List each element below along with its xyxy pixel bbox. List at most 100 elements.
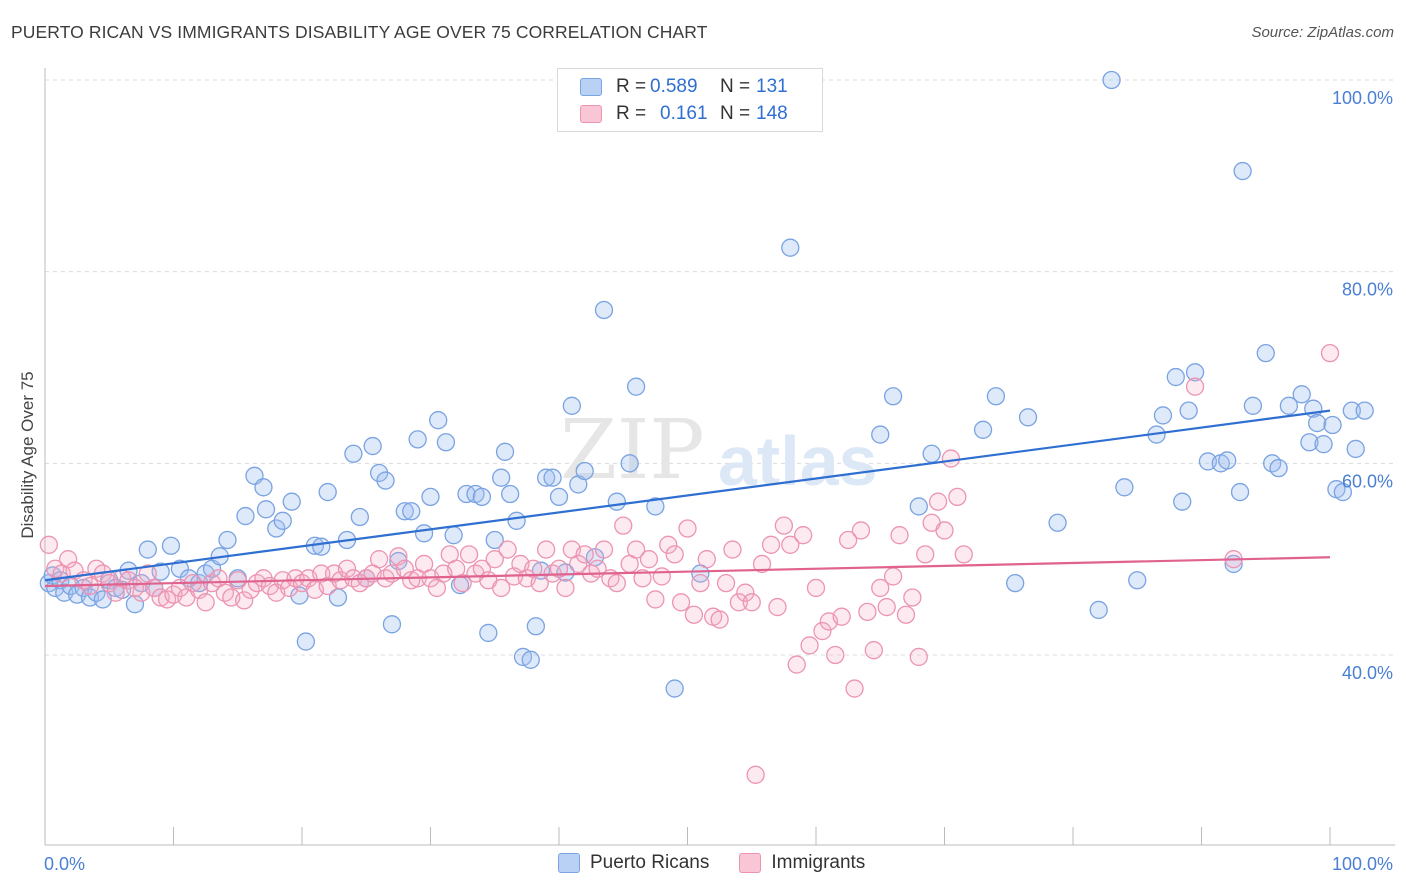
immigrant-point [39,535,59,554]
immigrant-point [746,765,765,784]
legend-r-value: 0.589 [650,76,698,97]
immigrant-point [402,571,421,590]
y-tick-label: 60.0% [1342,471,1393,491]
puerto-rican-point [1333,482,1352,502]
puerto-rican-point [1115,478,1134,497]
puerto-rican-point [1308,413,1327,433]
legend-swatch-blue [580,78,602,96]
legend-label: Puerto Ricans [590,852,710,873]
puerto-rican-point [495,442,515,461]
immigrant-point [871,578,890,598]
x-tick-label: 100.0% [1332,854,1393,874]
immigrant-point [684,605,704,624]
legend-item-immigrants[interactable]: Immigrants [739,852,865,874]
legend-n-value: 148 [756,103,788,124]
puerto-rican-point [781,238,800,257]
immigrant-point [909,647,928,667]
puerto-rican-point [296,632,316,651]
immigrant-point [337,559,357,578]
immigrant-point [710,610,729,629]
puerto-rican-point [922,444,941,463]
x-tick-label: 0.0% [44,854,85,874]
immigrant-point [196,593,215,612]
puerto-rican-point [376,471,395,490]
legend-swatch-blue [558,853,580,873]
axes [44,68,1395,846]
chart-title: PUERTO RICAN VS IMMIGRANTS DISABILITY AG… [11,22,708,42]
immigrant-point [569,554,588,574]
immigrant-point [761,535,781,554]
puerto-rican-point [575,461,594,481]
immigrant-point [806,578,826,598]
legend-n-label: N = [720,76,751,97]
puerto-rican-point [594,300,614,320]
puerto-rican-point [429,411,448,430]
puerto-rican-point [1346,439,1365,459]
immigrant-point [845,679,864,698]
legend-swatch-pink [580,105,602,123]
puerto-rican-point [1179,401,1198,420]
source-label: Source: ZipAtlas.com [1251,24,1394,41]
tick-labels: 100.0% 80.0% 60.0% 40.0% 0.0% 100.0% [44,88,1393,874]
y-tick-label: 40.0% [1342,663,1393,683]
immigrant-point [736,583,755,602]
immigrant-point [614,516,633,535]
puerto-rican-trend-line [44,409,1331,582]
puerto-rican-point [161,536,181,555]
immigrant-point [626,540,646,559]
puerto-rican-point [436,433,456,452]
puerto-rican-point [1185,363,1205,382]
puerto-rican-point [501,484,520,504]
immigrant-point [659,535,678,554]
immigrant-point [556,578,575,598]
immigrant-point [903,588,922,607]
puerto-rican-point [282,492,301,511]
immigrant-point [768,597,787,617]
puerto-rican-point [318,482,337,502]
puerto-rican-point [363,436,382,456]
puerto-rican-point [1166,367,1185,387]
legend-n-value: 131 [756,76,788,97]
immigrant-point [1320,343,1340,363]
puerto-rican-point [125,595,145,614]
puerto-rican-point [350,507,369,527]
legend-item-puerto-ricans[interactable]: Puerto Ricans [558,852,709,874]
immigrant-point [838,530,858,550]
immigrant-point [723,540,742,559]
puerto-rican-point [138,540,157,559]
puerto-rican-point [254,478,273,497]
puerto-rican-point [492,468,511,487]
puerto-rican-point [1230,482,1250,502]
immigrant-point [697,550,716,569]
puerto-rican-point [526,617,546,636]
legend-label: Immigrants [771,852,866,873]
puerto-rican-point [1269,458,1288,478]
puerto-rican-point [1300,433,1319,452]
immigrant-point [575,545,594,564]
immigrant-point [896,605,916,624]
y-axis-label: Disability Age Over 75 [18,371,37,538]
y-tick-label: 100.0% [1332,88,1393,108]
immigrant-point [729,593,749,612]
puerto-rican-point [1323,415,1342,435]
puerto-rican-point [382,615,402,634]
legend-swatch-pink [739,853,762,873]
puerto-rican-point [1355,401,1374,420]
immigrant-point [851,521,871,540]
immigrant-point [752,554,772,574]
immigrant-point [492,578,511,598]
immigrant-point [948,487,967,507]
puerto-rican-point [1089,600,1108,620]
y-tick-label: 80.0% [1342,280,1393,300]
immigrant-point [794,526,813,545]
watermark-zip: ZIP [560,403,705,498]
puerto-rican-point [421,487,440,507]
immigrant-point [781,535,800,554]
puerto-rican-point [1256,343,1275,363]
puerto-rican-point [444,526,463,545]
puerto-rican-point [1292,385,1311,404]
immigrant-point [549,559,569,578]
immigrant-point [928,492,948,511]
puerto-rican-point [507,511,526,530]
puerto-rican-point [1153,406,1173,425]
